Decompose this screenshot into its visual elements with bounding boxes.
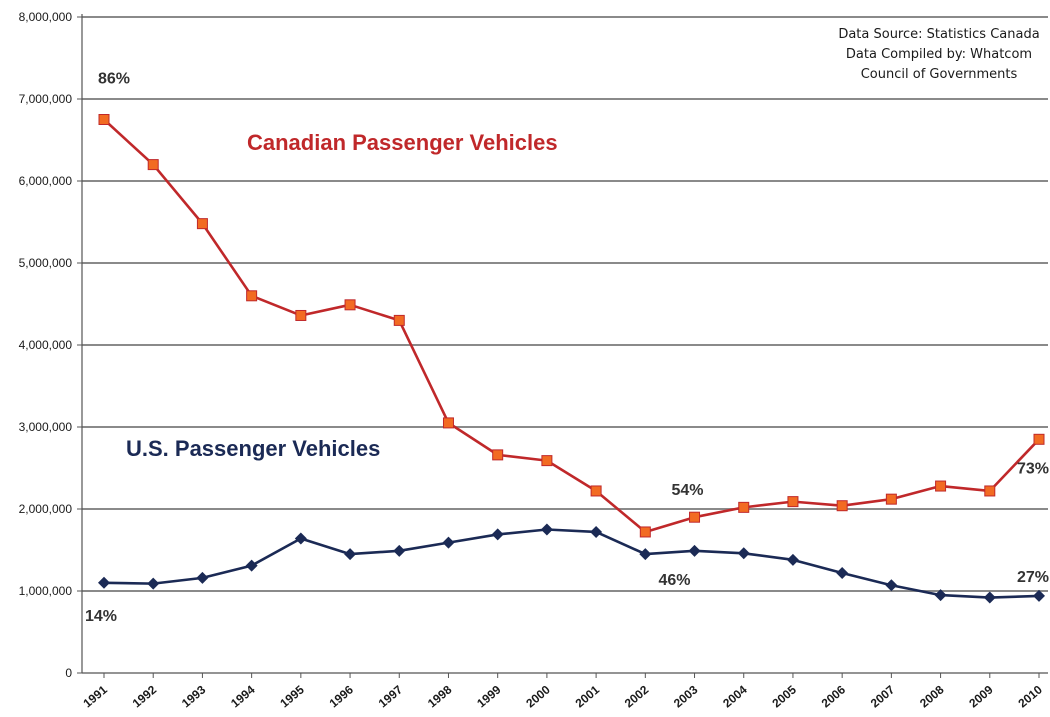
x-tick-label: 2006 xyxy=(819,682,849,710)
us-data-point xyxy=(98,576,110,589)
canadian-data-point xyxy=(393,314,405,326)
us-series-label: U.S. Passenger Vehicles xyxy=(126,436,380,461)
percentage-annotation: 54% xyxy=(672,482,704,499)
us-data-point xyxy=(786,553,799,566)
x-tick-label: 1998 xyxy=(425,682,455,710)
canadian-data-point xyxy=(689,511,701,523)
x-tick-label: 2001 xyxy=(573,682,603,710)
gridlines xyxy=(82,16,1048,592)
y-tick-label: 1,000,000 xyxy=(19,584,73,598)
x-tick-label: 1995 xyxy=(277,682,307,710)
canadian-data-point xyxy=(984,485,996,497)
x-tick-label: 2007 xyxy=(868,682,898,710)
x-tick-label: 2003 xyxy=(671,682,701,710)
canadian-series-line xyxy=(103,118,1040,534)
canadian-data-point xyxy=(590,485,602,497)
canadian-data-point xyxy=(1033,433,1045,445)
x-tick-label: 2004 xyxy=(720,682,750,710)
us-data-point xyxy=(737,547,750,560)
y-tick-label: 2,000,000 xyxy=(19,502,73,516)
percentage-annotation: 73% xyxy=(1017,460,1049,477)
us-data-point xyxy=(688,544,701,557)
x-tick-label: 2002 xyxy=(622,682,652,710)
y-tick-label: 7,000,000 xyxy=(19,92,73,106)
y-tick-label: 8,000,000 xyxy=(19,10,73,24)
canadian-data-point xyxy=(98,114,110,125)
data-source-note: Data Source: Statistics Canada Data Compi… xyxy=(838,27,1039,82)
canadian-data-point xyxy=(492,449,504,461)
x-tick-label: 1991 xyxy=(80,682,110,710)
x-tick-label: 1996 xyxy=(327,682,357,710)
percentage-annotations: 86% 14% 54% 46% 73% 27% xyxy=(85,71,1049,625)
us-data-point xyxy=(294,532,307,545)
x-tick-label: 1994 xyxy=(228,682,258,710)
percentage-annotation: 86% xyxy=(98,71,130,88)
us-data-point xyxy=(196,571,209,584)
us-data-point xyxy=(983,591,996,604)
x-tick-label: 1992 xyxy=(130,682,160,710)
x-tick-label: 1993 xyxy=(179,682,209,710)
canadian-data-point xyxy=(836,500,848,512)
canadian-data-point xyxy=(196,218,208,230)
us-data-point xyxy=(590,525,603,538)
y-tick-label: 0 xyxy=(65,666,72,680)
series-lines xyxy=(103,118,1040,599)
canadian-data-point xyxy=(935,480,947,492)
us-data-point xyxy=(639,548,652,561)
series-labels: Canadian Passenger Vehicles U.S. Passenge… xyxy=(126,130,558,461)
source-note-line: Data Compiled by: Whatcom xyxy=(846,47,1032,62)
us-data-point xyxy=(344,548,357,561)
us-data-point xyxy=(1033,589,1045,602)
us-data-point xyxy=(245,559,258,572)
x-tick-label: 2008 xyxy=(917,682,947,710)
canadian-data-point xyxy=(787,496,799,508)
canadian-data-point xyxy=(295,309,307,321)
y-tick-label: 4,000,000 xyxy=(19,338,73,352)
canadian-data-point xyxy=(246,290,258,302)
y-tick-label: 5,000,000 xyxy=(19,256,73,270)
percentage-annotation: 14% xyxy=(85,608,117,625)
x-tick-label: 2010 xyxy=(1015,682,1045,710)
source-note-line: Data Source: Statistics Canada xyxy=(838,27,1039,42)
us-data-point xyxy=(491,528,504,541)
percentage-annotation: 46% xyxy=(659,572,691,589)
axes xyxy=(77,14,1048,678)
canadian-data-point xyxy=(541,455,553,467)
us-data-point xyxy=(836,566,849,579)
canadian-data-point xyxy=(147,159,159,171)
x-tick-label: 2009 xyxy=(966,682,996,710)
us-series-line xyxy=(103,528,1040,599)
x-tick-label: 1999 xyxy=(474,682,504,710)
x-tick-label: 1997 xyxy=(376,682,406,710)
us-data-point xyxy=(934,589,947,602)
us-data-point xyxy=(540,523,553,536)
canadian-data-point xyxy=(344,299,356,311)
canadian-data-point xyxy=(639,526,651,538)
series-markers xyxy=(98,114,1045,604)
percentage-annotation: 27% xyxy=(1017,569,1049,586)
x-axis-tick-labels: 1991 1992 1993 1994 1995 1996 1997 1998 1999 2000… xyxy=(80,682,1045,710)
us-data-point xyxy=(147,577,160,590)
x-tick-label: 2000 xyxy=(523,682,553,710)
y-tick-label: 3,000,000 xyxy=(19,420,73,434)
x-tick-label: 2005 xyxy=(769,682,799,710)
y-axis-tick-labels: 0 1,000,000 2,000,000 3,000,000 4,000,000 5,0… xyxy=(19,10,73,680)
canadian-data-point xyxy=(885,493,897,505)
canadian-data-point xyxy=(738,501,750,513)
y-tick-label: 6,000,000 xyxy=(19,174,73,188)
source-note-line: Council of Governments xyxy=(861,67,1018,82)
canadian-data-point xyxy=(442,417,454,429)
us-data-point xyxy=(442,536,455,549)
canadian-series-label: Canadian Passenger Vehicles xyxy=(247,130,558,155)
us-data-point xyxy=(393,544,406,557)
us-data-point xyxy=(885,579,898,592)
